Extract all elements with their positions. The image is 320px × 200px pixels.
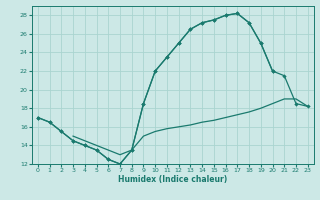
X-axis label: Humidex (Indice chaleur): Humidex (Indice chaleur) [118,175,228,184]
